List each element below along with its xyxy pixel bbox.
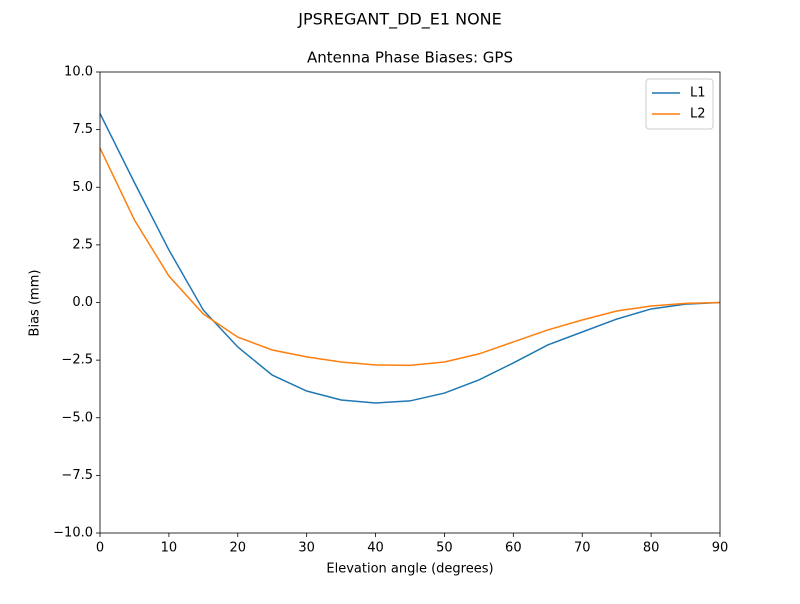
y-tick-label: −7.5 [61, 468, 93, 483]
x-tick-label: 20 [230, 541, 247, 556]
y-tick-label: 2.5 [72, 237, 93, 252]
x-tick-label: 60 [505, 541, 522, 556]
x-axis-label: Elevation angle (degrees) [326, 562, 493, 577]
y-tick-label: −5.0 [61, 410, 93, 425]
chart-title: Antenna Phase Biases: GPS [307, 49, 513, 67]
x-tick-label: 70 [574, 541, 591, 556]
plot-frame [99, 71, 721, 534]
y-tick-label: −2.5 [61, 353, 93, 368]
x-tick-label: 50 [436, 541, 453, 556]
x-tick-label: 90 [712, 541, 729, 556]
suptitle: JPSREGANT_DD_E1 NONE [297, 10, 502, 30]
y-tick-label: 0.0 [72, 295, 93, 310]
line-series [99, 113, 721, 404]
y-tick-label: 10.0 [64, 65, 93, 80]
x-tick-label: 80 [643, 541, 660, 556]
x-tick-label: 0 [96, 541, 104, 556]
y-axis-label: Bias (mm) [28, 270, 43, 337]
y-tick-label: 7.5 [72, 122, 93, 137]
y-tick-label: 5.0 [72, 180, 93, 195]
x-tick-label: 10 [161, 541, 178, 556]
legend-label: L2 [690, 107, 706, 122]
legend-label: L1 [690, 86, 706, 101]
line-series [99, 147, 721, 367]
legend-box [645, 78, 714, 130]
x-tick-label: 30 [298, 541, 315, 556]
x-tick-label: 40 [367, 541, 384, 556]
y-tick-label: −10.0 [53, 526, 93, 541]
